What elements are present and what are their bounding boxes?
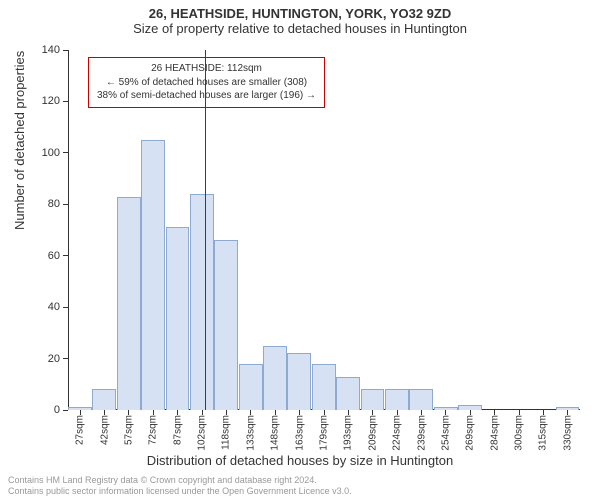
annotation-line-3: 38% of semi-detached houses are larger (… <box>97 89 316 103</box>
ytick-label: 80 <box>48 198 60 210</box>
histogram-bar <box>409 389 433 410</box>
ytick-label: 100 <box>42 147 60 159</box>
y-axis-label: Number of detached properties <box>12 51 27 230</box>
xtick-label: 209sqm <box>367 415 378 451</box>
ytick-mark <box>63 255 68 256</box>
ytick-mark <box>63 204 68 205</box>
xtick-label: 179sqm <box>319 415 330 451</box>
ytick-mark <box>63 50 68 51</box>
histogram-bar <box>385 389 409 410</box>
chart-plot-area: 02040608010012014027sqm42sqm57sqm72sqm87… <box>68 50 580 410</box>
page-title: 26, HEATHSIDE, HUNTINGTON, YORK, YO32 9Z… <box>0 0 600 21</box>
xtick-label: 87sqm <box>172 415 183 445</box>
xtick-label: 57sqm <box>123 415 134 445</box>
ytick-label: 60 <box>48 250 60 262</box>
xtick-label: 163sqm <box>294 415 305 451</box>
annotation-line-1: 26 HEATHSIDE: 112sqm <box>97 62 316 76</box>
xtick-label: 315sqm <box>538 415 549 451</box>
xtick-label: 300sqm <box>514 415 525 451</box>
xtick-label: 27sqm <box>75 415 86 445</box>
footer-line-1: Contains HM Land Registry data © Crown c… <box>8 475 352 487</box>
histogram-bar <box>287 353 311 410</box>
xtick-label: 330sqm <box>562 415 573 451</box>
histogram-bar <box>239 364 263 410</box>
chart-subtitle: Size of property relative to detached ho… <box>0 21 600 38</box>
annotation-line-2: ← 59% of detached houses are smaller (30… <box>97 76 316 90</box>
ytick-mark <box>63 358 68 359</box>
ytick-mark <box>63 101 68 102</box>
footer-attribution: Contains HM Land Registry data © Crown c… <box>8 475 352 498</box>
xtick-label: 42sqm <box>99 415 110 445</box>
xtick-label: 102sqm <box>197 415 208 451</box>
xtick-label: 239sqm <box>416 415 427 451</box>
xtick-label: 224sqm <box>392 415 403 451</box>
histogram-bar <box>336 377 360 410</box>
histogram-bar <box>190 194 214 410</box>
xtick-label: 133sqm <box>245 415 256 451</box>
annotation-box: 26 HEATHSIDE: 112sqm← 59% of detached ho… <box>88 57 325 108</box>
xtick-label: 254sqm <box>440 415 451 451</box>
xtick-label: 284sqm <box>489 415 500 451</box>
histogram-bar <box>361 389 385 410</box>
histogram-bar <box>141 140 165 410</box>
histogram-bar <box>92 389 116 410</box>
histogram-bar <box>263 346 287 410</box>
ytick-label: 120 <box>42 95 60 107</box>
xtick-label: 193sqm <box>343 415 354 451</box>
xtick-label: 269sqm <box>465 415 476 451</box>
histogram-bar <box>312 364 336 410</box>
ytick-label: 140 <box>42 44 60 56</box>
footer-line-2: Contains public sector information licen… <box>8 486 352 498</box>
ytick-label: 0 <box>54 404 60 416</box>
ytick-mark <box>63 307 68 308</box>
ytick-mark <box>63 152 68 153</box>
xtick-label: 72sqm <box>148 415 159 445</box>
ytick-label: 40 <box>48 301 60 313</box>
histogram-bar <box>214 240 238 410</box>
histogram-bar <box>166 227 190 410</box>
histogram-bar <box>117 197 141 410</box>
xtick-label: 148sqm <box>270 415 281 451</box>
ytick-label: 20 <box>48 353 60 365</box>
xtick-label: 118sqm <box>221 415 232 450</box>
x-axis-label: Distribution of detached houses by size … <box>0 453 600 468</box>
